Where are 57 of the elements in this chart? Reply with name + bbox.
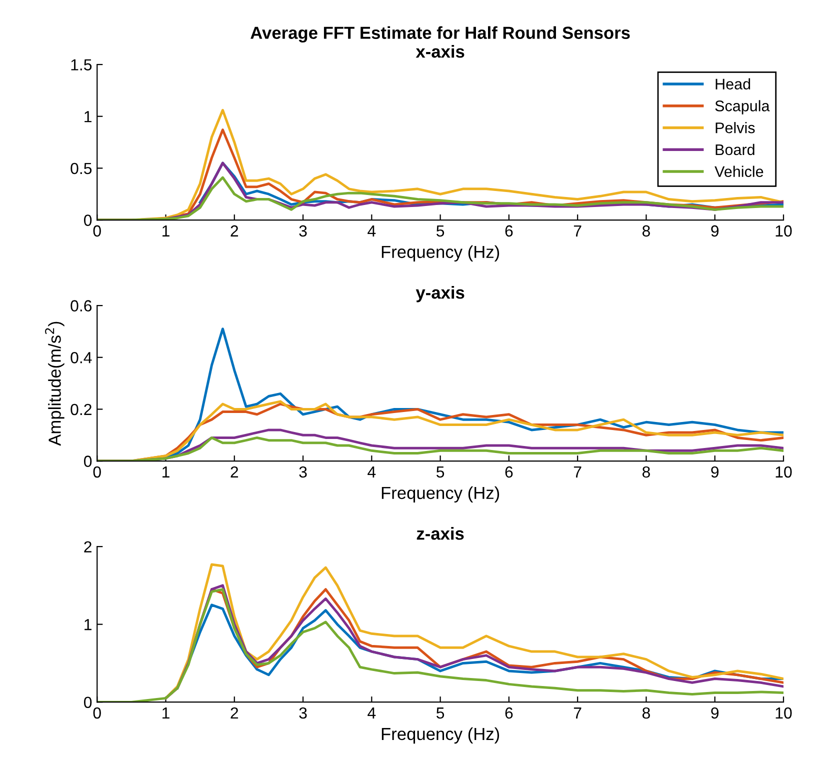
x-tick-label: 2 [230, 707, 238, 719]
x-tick-label: 4 [368, 225, 376, 236]
y-tick-label: 0.2 [70, 404, 92, 416]
y-tick-label: 2 [84, 541, 92, 552]
x-tick-label: 10 [776, 466, 792, 478]
y-tick-label: 0.6 [70, 300, 92, 312]
x-tick-label: 6 [505, 225, 513, 237]
legend-label: Vehicle [714, 166, 764, 178]
x-axis-title: Frequency (Hz) [382, 245, 500, 262]
x-tick-label: 7 [574, 466, 582, 478]
x-tick-label: 4 [368, 466, 376, 478]
x-tick-label: 9 [711, 707, 719, 719]
x-axis-title: Frequency (Hz) [382, 486, 500, 503]
y-tick-label: 1 [84, 619, 92, 630]
x-tick-label: 1 [162, 708, 170, 719]
x-tick-label: 9 [711, 466, 719, 478]
x-tick-label: 1 [162, 466, 170, 478]
x-tick-label: 5 [436, 708, 444, 719]
chart-title: Average FFT Estimate for Half Round Sensors [250, 26, 630, 42]
y-tick-label: 0.5 [70, 162, 92, 174]
x-tick-label: 4 [368, 708, 376, 719]
x-tick-label: 1 [162, 225, 170, 236]
legend-label: Scapula [715, 100, 770, 114]
chart-title: y-axis [416, 286, 464, 302]
y-tick-label: 0 [84, 456, 92, 467]
x-tick-label: 10 [776, 225, 792, 237]
x-tick-label: 0 [93, 707, 101, 719]
y-tick-label: 1.5 [71, 59, 92, 70]
x-tick-label: 8 [642, 707, 650, 719]
x-tick-label: 6 [505, 707, 513, 719]
x-tick-label: 3 [299, 225, 307, 237]
x-tick-label: 9 [711, 225, 719, 237]
x-tick-label: 7 [574, 225, 582, 236]
x-tick-label: 5 [436, 225, 444, 237]
x-tick-label: 8 [642, 225, 650, 237]
chart-title: z-axis [416, 527, 464, 540]
legend-label: Board [716, 144, 754, 156]
x-tick-label: 2 [230, 466, 238, 478]
x-axis-title: Frequency (Hz) [382, 727, 500, 744]
y-tick-label: 1 [84, 111, 92, 122]
chart-subtitle: x-axis [416, 44, 464, 58]
y-tick-label: 0 [84, 214, 92, 226]
x-tick-label: 7 [574, 708, 582, 719]
legend-label: Head [716, 78, 750, 90]
x-tick-label: 10 [776, 707, 792, 719]
y-axis-title: Amplitude(m/s$^{2}$) [45, 322, 64, 446]
x-tick-label: 6 [505, 466, 513, 478]
legend-label: Pelvis [716, 122, 755, 134]
x-tick-label: 2 [230, 225, 238, 236]
x-tick-label: 0 [93, 225, 101, 237]
y-tick-label: 0 [84, 696, 92, 708]
x-tick-label: 5 [436, 466, 444, 478]
y-tick-label: 0.4 [70, 352, 92, 364]
x-tick-label: 8 [642, 466, 650, 478]
x-tick-label: 3 [299, 707, 307, 719]
x-tick-label: 0 [93, 466, 101, 478]
x-tick-label: 3 [299, 466, 307, 478]
